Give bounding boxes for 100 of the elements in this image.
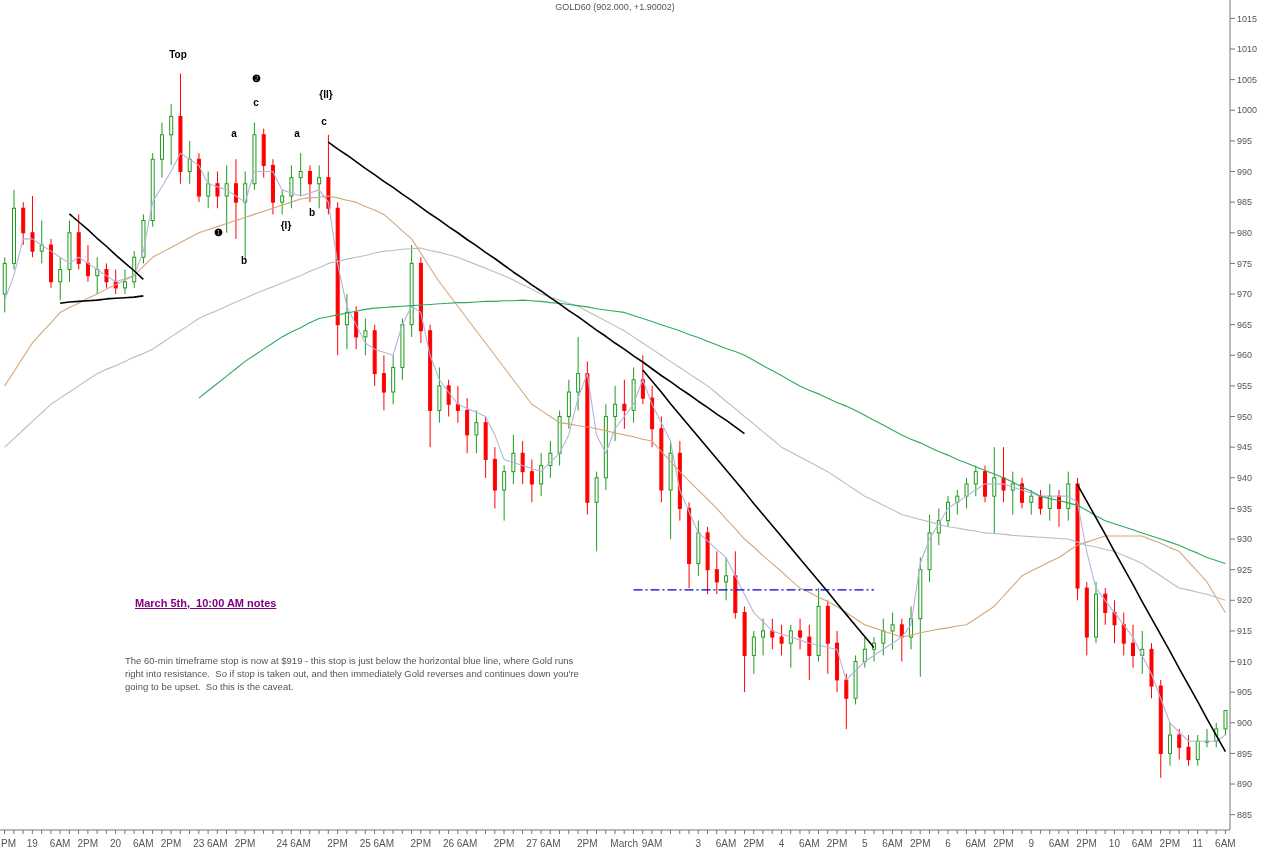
x-tick-label: 2PM (493, 838, 515, 849)
y-tick-label: 965 (1237, 319, 1253, 330)
candlestick (1131, 624, 1136, 669)
y-tick-label: 1010 (1237, 44, 1258, 55)
y-tick-label: 955 (1237, 381, 1253, 392)
line-series (4, 247, 1226, 601)
candlestick (1186, 734, 1191, 767)
x-tick-label: 2PM (410, 838, 432, 849)
candlestick (973, 465, 978, 497)
x-tick-label: 2PM (993, 838, 1014, 849)
x-tick-label: 6AM (882, 838, 903, 849)
x-tick-label: PM (1, 838, 16, 849)
candlestick (363, 318, 368, 356)
x-tick-label: 2PM (327, 838, 348, 849)
x-tick-label: 6AM (373, 838, 395, 849)
annotation: The 60-min timeframe stop is now at $919 - this stop is just below the horizontal blue line, where Gold runs right into resistance. So if stop is taken out, and then immediately Gold reverses and continues down you're going to be upset. So this is the caveat. (125, 654, 580, 693)
candlestick (1112, 599, 1117, 644)
annotation: {I} (280, 219, 292, 231)
y-tick-label: 960 (1237, 350, 1253, 361)
x-tick-label: 6AM (1215, 838, 1236, 849)
y-tick-label: 905 (1237, 687, 1253, 698)
y-tick-label: 890 (1237, 779, 1253, 790)
x-tick-label: 2PM (1159, 838, 1181, 849)
candlestick (233, 158, 238, 240)
candlestick (1020, 477, 1025, 509)
annotation: ❶ (213, 226, 223, 238)
x-tick-label: 10 (1108, 838, 1121, 849)
annotation: a (294, 127, 300, 139)
y-tick-label: 990 (1237, 166, 1253, 177)
y-tick-label: 900 (1237, 718, 1253, 728)
x-tick-label: 6AM (715, 838, 737, 849)
y-tick-label: 935 (1237, 503, 1253, 514)
candlestick (1195, 734, 1200, 767)
candlestick (298, 152, 303, 197)
candlestick (1010, 471, 1015, 516)
candlestick (289, 164, 294, 209)
annotation: c (253, 96, 259, 108)
candlestick (446, 379, 451, 418)
y-tick-label: 970 (1237, 289, 1253, 300)
candlestick (307, 164, 312, 203)
y-tick-label: 1015 (1237, 13, 1258, 24)
y-tick-label: 1005 (1237, 74, 1258, 85)
annotation: {II} (319, 88, 333, 100)
y-tick-label: 925 (1237, 564, 1253, 575)
candlestick (224, 164, 229, 234)
y-tick-label: 940 (1237, 472, 1253, 483)
line-series (1076, 483, 1227, 753)
line-series (641, 369, 875, 649)
y-tick-label: 985 (1237, 197, 1253, 208)
candlestick (85, 244, 90, 283)
x-tick-label: 25 (359, 838, 372, 849)
candlestick (770, 618, 775, 650)
y-tick-label: 975 (1237, 258, 1253, 269)
candlestick (539, 452, 544, 497)
candlestick (122, 269, 127, 295)
y-tick-label: 995 (1237, 136, 1253, 147)
annotation: March 5th, 10:00 AM notes (135, 597, 277, 609)
x-tick-label: 6AM (290, 838, 311, 849)
candlestick (30, 195, 35, 258)
annotation: b (308, 206, 316, 218)
candlestick (280, 189, 285, 215)
line-series (68, 212, 145, 281)
candlestick (520, 440, 525, 485)
candlestick (890, 612, 895, 650)
candlestick (576, 336, 581, 411)
candlestick (761, 618, 766, 656)
candlestick (881, 618, 886, 656)
annotation: ❷ (251, 72, 261, 84)
y-tick-label: 895 (1237, 748, 1253, 759)
x-tick-label: 6AM (1048, 838, 1070, 849)
x-tick-label: 6AM (965, 838, 986, 849)
x-tick-label: 9AM (641, 838, 663, 849)
candlestick (58, 256, 63, 301)
x-tick-label: 6AM (133, 838, 154, 849)
candlestick (992, 446, 997, 534)
x-tick-label: 2PM (1076, 838, 1097, 849)
y-tick-label: 910 (1237, 656, 1253, 667)
candlestick (39, 220, 44, 264)
y-tick-label: 945 (1237, 442, 1253, 453)
candlestick (788, 624, 793, 669)
candlestick (779, 624, 784, 656)
candlestick (511, 434, 516, 485)
x-tick-label: 23 (193, 838, 205, 849)
x-tick-label: 2PM (234, 838, 256, 849)
y-tick-label: 930 (1237, 534, 1253, 545)
candlestick (807, 624, 812, 681)
candlestick (381, 354, 386, 411)
x-tick-label: 2PM (160, 838, 182, 849)
y-tick-label: 920 (1237, 595, 1253, 606)
line-series (198, 299, 1226, 565)
x-tick-label: 4 (778, 838, 785, 849)
candlestick (1038, 489, 1043, 516)
x-tick-label: 6 (945, 838, 952, 849)
candlestick (751, 630, 756, 675)
y-tick-label: 885 (1237, 809, 1253, 820)
x-tick-label: 6AM (207, 838, 228, 849)
candlestick (964, 477, 969, 509)
candlestick (1029, 489, 1034, 516)
candlestick (622, 379, 627, 430)
candlestick (104, 262, 109, 289)
